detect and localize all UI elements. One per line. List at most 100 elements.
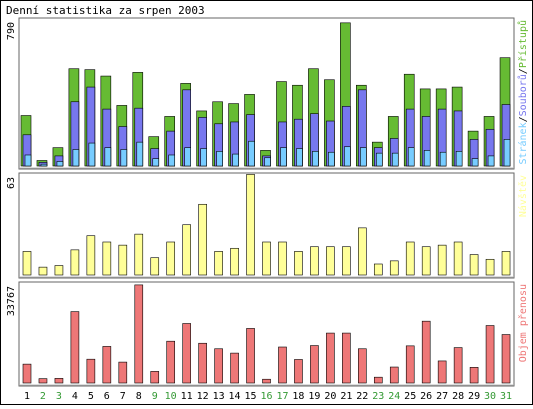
x-tick-label-17: 17 (276, 391, 288, 402)
bar-panel3-28 (453, 347, 463, 384)
bar-panel3-20 (326, 332, 335, 384)
bar-strnek-6 (104, 147, 112, 167)
x-tick-label-19: 19 (308, 391, 320, 402)
bar-panel3-18 (294, 359, 303, 384)
bar-strnek-15 (248, 140, 255, 167)
bar-strnek-16 (264, 157, 271, 167)
bar-panel3-9 (150, 371, 160, 384)
bar-panel2-13 (214, 251, 223, 276)
y-max-label-1: 790 (6, 22, 17, 40)
bar-panel3-8 (134, 284, 144, 384)
bar-strnek-19 (312, 151, 319, 167)
x-tick-label-30: 30 (484, 391, 496, 402)
bar-panel2-17 (278, 241, 287, 276)
bar-strnek-28 (455, 151, 463, 167)
bar-panel3-26 (421, 320, 431, 384)
bar-strnek-10 (168, 154, 176, 167)
bar-panel3-19 (310, 345, 319, 384)
panel-frame-3 (18, 281, 515, 387)
bar-panel3-2 (38, 378, 48, 384)
bar-strnek-20 (328, 151, 335, 167)
y-max-label-3: 33767 (6, 286, 17, 316)
bar-panel3-30 (485, 325, 495, 384)
bar-panel3-7 (118, 361, 128, 384)
bar-panel2-30 (485, 258, 495, 276)
x-tick-label-12: 12 (197, 391, 209, 402)
x-tick-label-16: 16 (260, 391, 272, 402)
legend-top-item-3: / (518, 68, 529, 74)
bar-panel2-22 (358, 227, 367, 276)
bar-panel3-22 (358, 348, 367, 384)
bar-strnek-23 (375, 152, 383, 167)
x-tick-label-29: 29 (468, 391, 480, 402)
bar-panel2-11 (182, 224, 191, 276)
x-tick-label-9: 9 (152, 391, 158, 402)
bar-panel2-10 (166, 241, 176, 276)
bar-panel2-20 (326, 246, 335, 276)
bar-panel3-15 (246, 328, 255, 384)
legend-top-item-4: Přístupů (517, 20, 529, 68)
bar-strnek-21 (344, 146, 351, 167)
x-tick-label-2: 2 (40, 391, 46, 402)
bar-panel3-6 (102, 346, 112, 384)
bar-panel3-3 (54, 378, 64, 384)
bar-strnek-18 (296, 148, 303, 167)
bar-strnek-17 (280, 147, 287, 167)
x-tick-label-26: 26 (420, 391, 432, 402)
x-tick-label-24: 24 (388, 391, 400, 402)
bar-strnek-5 (88, 142, 96, 167)
bar-strnek-25 (407, 147, 415, 167)
x-tick-label-15: 15 (245, 391, 257, 402)
legend-transfer: Objem přenosu (517, 284, 529, 362)
x-tick-label-18: 18 (292, 391, 304, 402)
bar-strnek-11 (184, 147, 191, 167)
bar-panel2-26 (421, 246, 431, 276)
x-tick-label-7: 7 (120, 391, 126, 402)
bar-panel2-12 (198, 203, 207, 276)
bar-panel2-23 (373, 263, 383, 276)
bar-panel2-2 (38, 266, 48, 276)
bar-strnek-31 (503, 139, 511, 167)
bar-panel3-25 (405, 345, 415, 384)
bar-panel2-19 (310, 246, 319, 276)
bar-strnek-26 (423, 150, 431, 167)
bar-panel3-14 (230, 352, 239, 384)
x-tick-label-25: 25 (404, 391, 416, 402)
x-tick-label-20: 20 (324, 391, 336, 402)
bar-panel2-4 (70, 249, 80, 276)
bar-strnek-9 (152, 158, 160, 167)
x-tick-label-5: 5 (88, 391, 94, 402)
bar-strnek-24 (391, 152, 399, 167)
x-tick-label-11: 11 (181, 391, 193, 402)
bar-panel3-4 (70, 311, 80, 384)
bar-panel3-11 (182, 323, 191, 384)
bar-panel3-31 (501, 334, 511, 384)
legend-top: Stránek/Souborů/Přístupů (517, 20, 529, 165)
bar-panel2-28 (453, 241, 463, 276)
bar-strnek-3 (56, 161, 64, 167)
bar-panel3-17 (278, 346, 287, 384)
bar-panel2-3 (54, 265, 64, 276)
bar-panel2-24 (389, 260, 399, 276)
x-tick-label-27: 27 (436, 391, 448, 402)
x-tick-label-21: 21 (340, 391, 352, 402)
bar-strnek-29 (471, 158, 479, 167)
bar-panel3-12 (198, 342, 207, 384)
chart-title: Denní statistika za srpen 2003 (6, 4, 205, 17)
legend-top-item-1: / (518, 116, 529, 122)
x-tick-label-31: 31 (500, 391, 512, 402)
bar-panel3-23 (373, 376, 383, 384)
bar-strnek-2 (40, 163, 48, 167)
x-tick-label-10: 10 (165, 391, 177, 402)
legend-top-item-2: Souborů (517, 74, 529, 116)
bar-panel3-24 (389, 366, 399, 384)
bar-strnek-30 (487, 155, 495, 167)
bar-strnek-12 (200, 148, 207, 167)
x-tick-label-6: 6 (104, 391, 110, 402)
bar-strnek-7 (120, 149, 128, 167)
bar-panel2-9 (150, 257, 160, 276)
